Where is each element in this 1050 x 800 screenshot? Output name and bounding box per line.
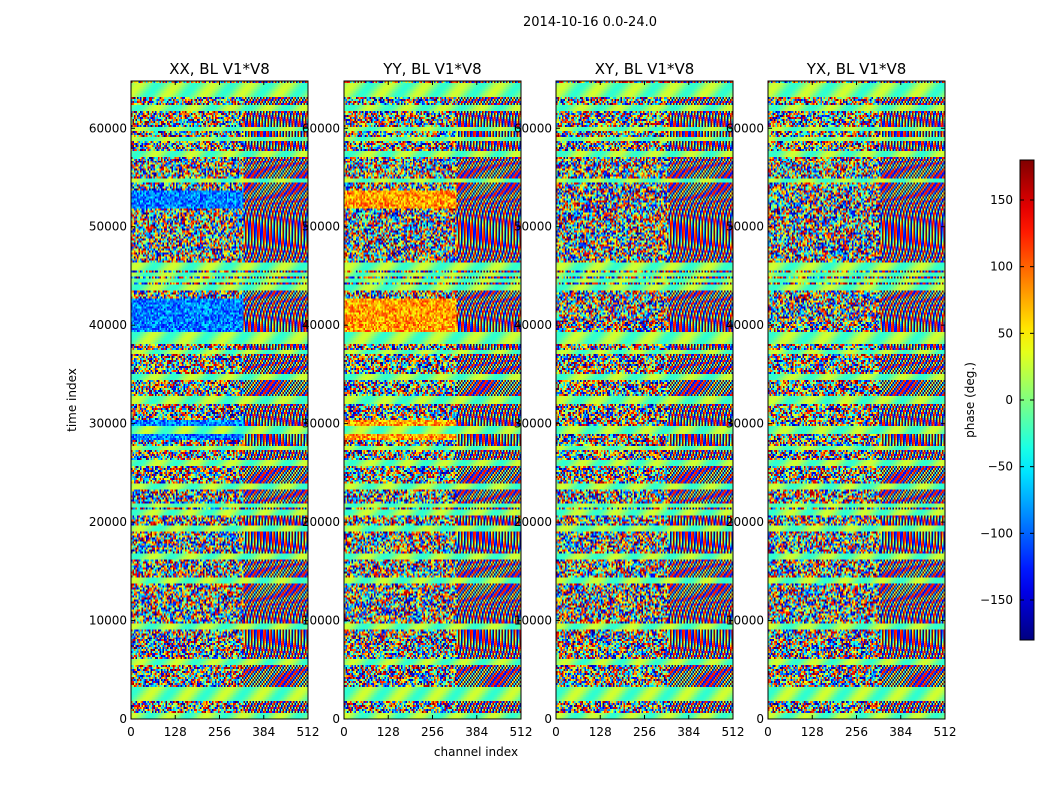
y-tick-label: 30000 [89,417,127,431]
x-tick-label: 512 [934,725,957,739]
x-tick-label: 256 [633,725,656,739]
y-tick-label: 60000 [302,121,340,135]
panel-xx: XX, BL V1*V8 0 128 256 384 512 0 10000 20000 3000… [89,60,320,739]
y-tick-label: 10000 [302,614,340,628]
x-tick-label: 0 [764,725,772,739]
x-tick-label: 128 [589,725,612,739]
panel-title: YX, BL V1*V8 [806,60,907,78]
y-tick-label: 60000 [514,121,552,135]
y-tick-label: 20000 [514,515,552,529]
colorbar-tick-label: 150 [990,193,1013,207]
y-tick-label: 10000 [89,614,127,628]
y-tick-label: 30000 [514,417,552,431]
x-tick-label: 128 [377,725,400,739]
y-tick-label: 50000 [726,220,764,234]
colorbar-tick-label: 50 [998,326,1013,340]
phase-image-yx [768,81,945,719]
phase-image-yy [344,81,521,719]
panel-title: XY, BL V1*V8 [595,60,695,78]
y-tick-label: 50000 [89,220,127,234]
y-tick-label: 60000 [726,121,764,135]
panel-title: XX, BL V1*V8 [169,60,270,78]
panel-title: YY, BL V1*V8 [382,60,481,78]
y-tick-label: 30000 [726,417,764,431]
x-axis-label: channel index [434,745,518,759]
panels-group: XX, BL V1*V8 0 128 256 384 512 0 10000 20000 3000… [89,60,957,739]
panel-yx: YX, BL V1*V8 0 128 256 384 512 0 10000 20000 3000… [726,60,957,739]
figure-title: 2014-10-16 0.0-24.0 [523,15,657,30]
phase-image-xy [556,81,733,719]
y-tick-label: 30000 [302,417,340,431]
x-tick-label: 512 [297,725,320,739]
y-axis-label: time index [65,368,79,432]
colorbar-tick-label: −100 [980,526,1013,540]
x-tick-label: 256 [208,725,231,739]
y-tick-label: 60000 [89,121,127,135]
x-tick-label: 0 [127,725,135,739]
phase-image-xx [131,81,308,719]
x-tick-label: 0 [552,725,560,739]
colorbar: −150 −100 −50 0 50 100 150 [980,159,1035,641]
y-tick-label: 20000 [302,515,340,529]
y-tick-label: 40000 [726,318,764,332]
y-tick-label: 0 [332,712,340,726]
panel-yy: YY, BL V1*V8 0 128 256 384 512 0 10000 20000 3000… [302,60,533,739]
x-tick-label: 512 [510,725,533,739]
x-tick-label: 384 [677,725,700,739]
x-tick-label: 0 [340,725,348,739]
y-tick-label: 10000 [514,614,552,628]
x-tick-label: 512 [722,725,745,739]
x-tick-label: 128 [801,725,824,739]
panel-xy: XY, BL V1*V8 0 128 256 384 512 0 10000 20000 3000… [514,60,745,739]
y-tick-label: 40000 [514,318,552,332]
y-tick-label: 50000 [514,220,552,234]
x-tick-label: 384 [252,725,275,739]
y-tick-label: 0 [756,712,764,726]
y-tick-label: 50000 [302,220,340,234]
y-tick-label: 10000 [726,614,764,628]
y-tick-label: 20000 [726,515,764,529]
y-tick-label: 0 [119,712,127,726]
y-tick-label: 40000 [302,318,340,332]
colorbar-tick-label: −50 [988,460,1013,474]
x-tick-label: 384 [465,725,488,739]
x-tick-label: 256 [421,725,444,739]
x-tick-label: 384 [889,725,912,739]
x-tick-label: 128 [164,725,187,739]
colorbar-label: phase (deg.) [963,362,977,438]
colorbar-tick-label: 100 [990,260,1013,274]
y-tick-label: 20000 [89,515,127,529]
y-tick-label: 40000 [89,318,127,332]
colorbar-tick-label: 0 [1005,393,1013,407]
x-tick-label: 256 [845,725,868,739]
colorbar-tick-label: −150 [980,593,1013,607]
y-tick-label: 0 [544,712,552,726]
